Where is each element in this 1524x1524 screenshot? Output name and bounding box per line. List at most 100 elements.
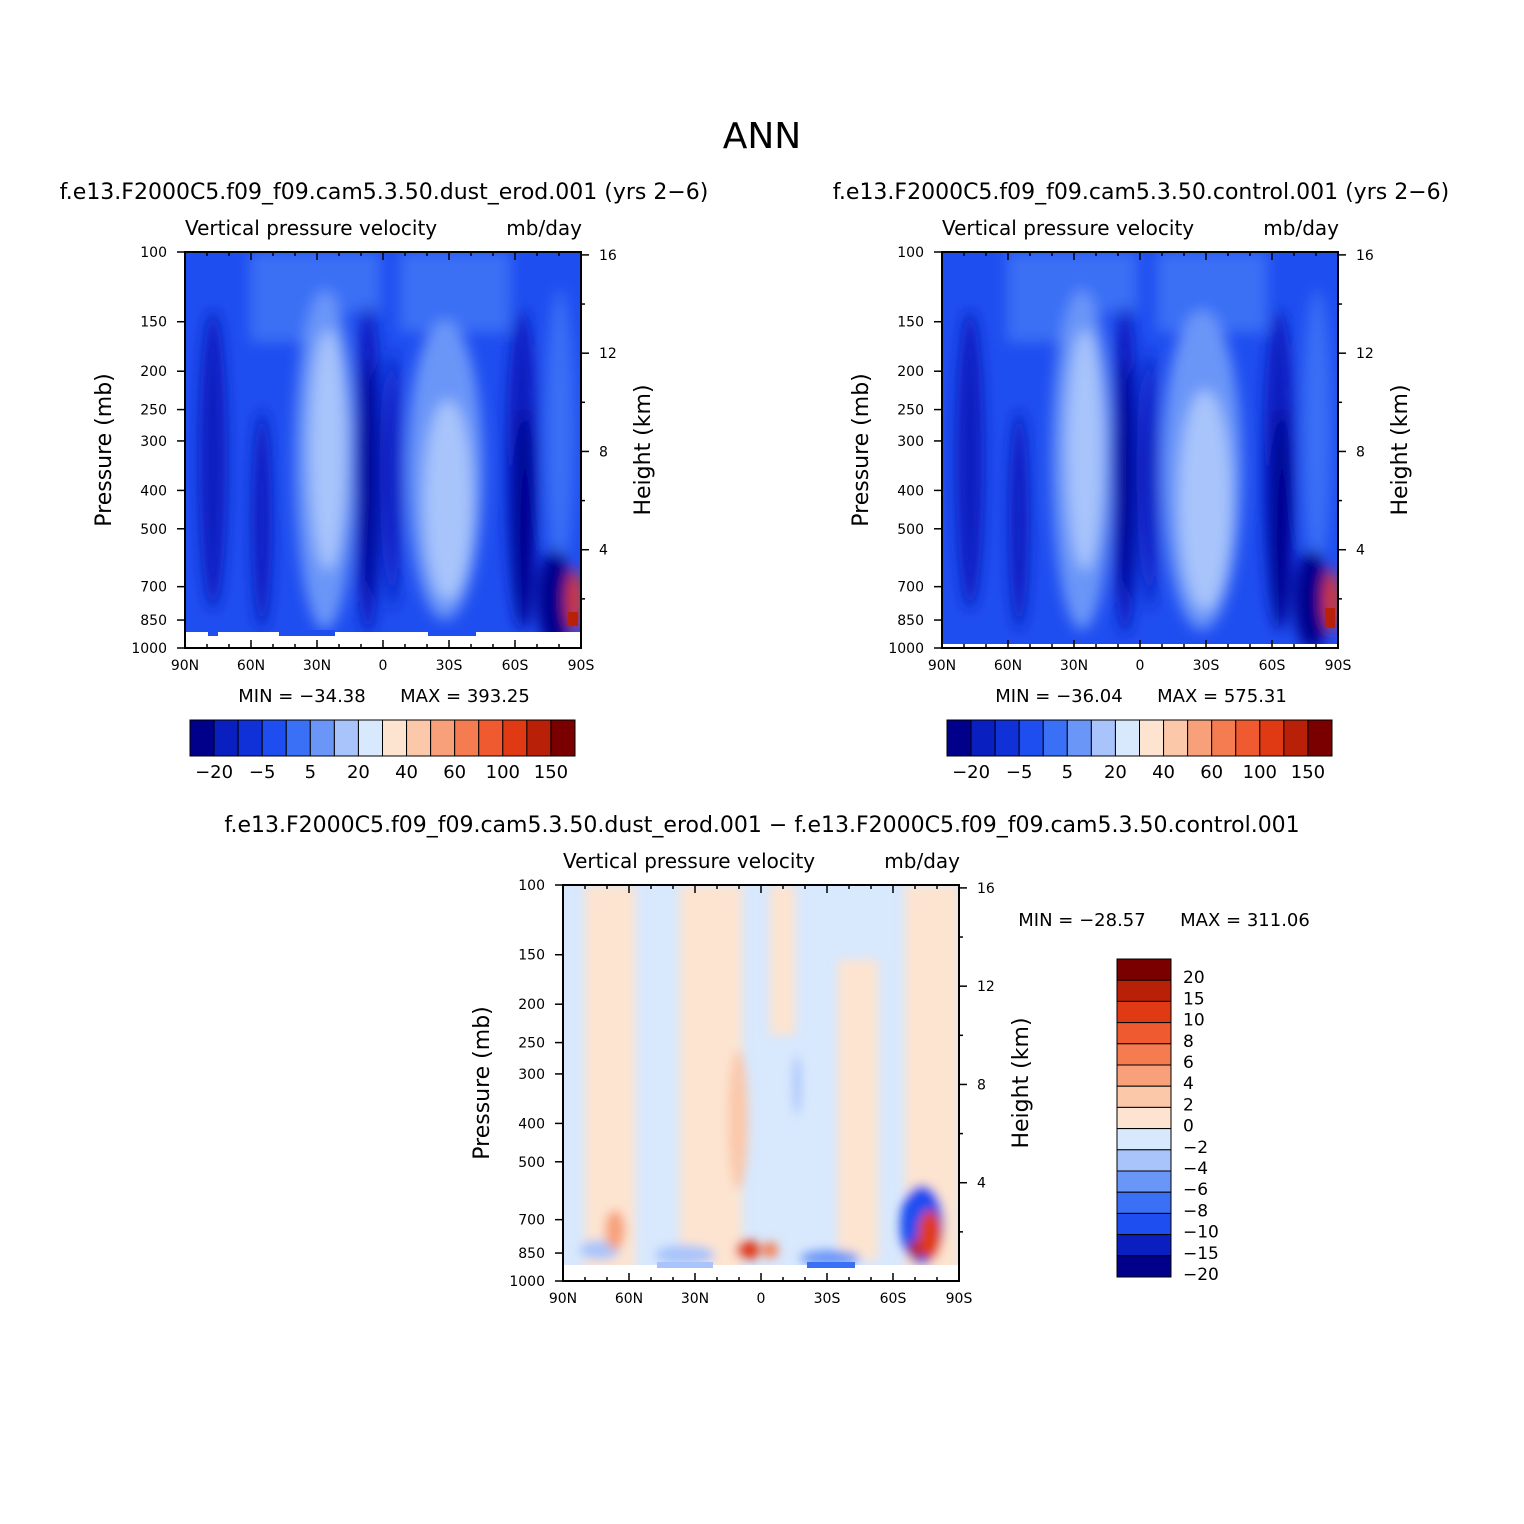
colorbar-label: 2	[1183, 1095, 1194, 1115]
panel-0-min-label: MIN = −34.38	[238, 686, 365, 707]
y-tick-label: 300	[140, 434, 167, 450]
colorbar-label: 6	[1183, 1053, 1194, 1073]
x-tick-label: 30S	[814, 1291, 841, 1307]
y-tick-label: 850	[140, 613, 167, 629]
colorbar-swatch	[1163, 719, 1189, 757]
colorbar-swatch	[382, 719, 408, 757]
x-tick-label: 60S	[880, 1291, 907, 1307]
colorbar-label: −20	[1183, 1265, 1219, 1285]
panel-0-ylabel: Pressure (mb)	[92, 373, 117, 527]
y-tick-label: 300	[897, 434, 924, 450]
y-tick-label: 500	[518, 1155, 545, 1171]
colorbar-label: 100	[486, 762, 520, 783]
colorbar-swatch	[189, 719, 215, 757]
colorbar-swatch	[1116, 1128, 1172, 1151]
colorbar-label: −15	[1183, 1244, 1219, 1264]
x-tick-label: 30N	[681, 1291, 709, 1307]
colorbar-swatch	[1139, 719, 1165, 757]
colorbar-swatch	[1116, 1191, 1172, 1214]
y-tick-label: 500	[140, 522, 167, 538]
colorbar-swatch	[502, 719, 528, 757]
panel-2-axes: 90N 60N 30N 0 30S 60S 90S 100 150 200 250 300 400 500…	[509, 878, 995, 1307]
y-tick-label: 250	[897, 403, 924, 419]
panel-2-run-label: f.e13.F2000C5.f09_f09.cam5.3.50.dust_ero…	[224, 813, 1299, 838]
colorbar-swatch	[1116, 1000, 1172, 1024]
colorbar-label: 60	[1200, 762, 1223, 783]
panel-1-run-label: f.e13.F2000C5.f09_f09.cam5.3.50.control.…	[833, 180, 1449, 205]
colorbar-label: 150	[534, 762, 568, 783]
colorbar-swatch	[1116, 1212, 1172, 1236]
colorbar-swatch	[526, 719, 552, 757]
colorbar-label: 10	[1183, 1011, 1205, 1031]
y2-tick-label: 12	[1356, 346, 1374, 362]
y-tick-label: 850	[897, 613, 924, 629]
x-tick-label: 60N	[994, 658, 1022, 674]
panel-2-min-label: MIN = −28.57	[1018, 910, 1145, 931]
colorbar-label: 40	[395, 762, 418, 783]
colorbar-swatch	[406, 719, 432, 757]
panel-2-field	[563, 885, 959, 1281]
colorbar-swatch	[261, 719, 287, 757]
colorbar-label: 100	[1243, 762, 1277, 783]
colorbar-swatch	[357, 719, 383, 757]
x-tick-label: 90S	[946, 1291, 973, 1307]
colorbar-label: 20	[1183, 968, 1205, 988]
x-tick-label: 90S	[568, 658, 595, 674]
y-tick-label: 150	[140, 315, 167, 331]
x-tick-label: 60N	[615, 1291, 643, 1307]
colorbar-swatch	[1116, 1043, 1172, 1066]
panel-1-ylabel: Pressure (mb)	[849, 373, 874, 527]
y-tick-label: 300	[518, 1067, 545, 1083]
colorbar-label: 40	[1152, 762, 1175, 783]
colorbar-label: −5	[249, 762, 276, 783]
panel-1-axes: 90N 60N 30N 0 30S 60S 90S 100 150 200 250 300 400 500…	[888, 245, 1374, 674]
colorbar-label: −20	[195, 762, 233, 783]
y2-tick-label: 8	[1356, 444, 1365, 460]
panel-0-axes: 90N 60N 30N 0 30S 60S 90S 100 150 200 250 300 400 500…	[131, 245, 617, 674]
colorbar-swatch	[1116, 1170, 1172, 1193]
colorbar-swatch	[1116, 1234, 1172, 1257]
y-tick-label: 150	[518, 948, 545, 964]
y-tick-label: 700	[140, 580, 167, 596]
colorbar-label: −10	[1183, 1223, 1219, 1243]
y-tick-label: 700	[897, 580, 924, 596]
y-tick-label: 1000	[888, 641, 924, 657]
y-tick-label: 850	[518, 1246, 545, 1262]
colorbar-swatch	[1116, 1106, 1172, 1130]
panel-0-y2label: Height (km)	[631, 384, 656, 515]
x-tick-label: 90S	[1325, 658, 1352, 674]
figure-title: ANN	[723, 116, 802, 157]
x-tick-label: 30S	[1193, 658, 1220, 674]
colorbar-swatch	[1307, 719, 1333, 757]
y2-tick-label: 12	[977, 979, 995, 995]
y-tick-label: 250	[518, 1036, 545, 1052]
panel-0-max-label: MAX = 393.25	[400, 686, 530, 707]
colorbar-label: 4	[1183, 1074, 1194, 1094]
colorbar-swatch	[946, 719, 972, 757]
colorbar-swatch	[1116, 1255, 1172, 1278]
panel-0-plot-title: Vertical pressure velocity	[185, 216, 437, 240]
colorbar-swatch	[285, 719, 311, 757]
y2-tick-label: 4	[1356, 543, 1365, 559]
y2-tick-label: 4	[977, 1176, 986, 1192]
y-tick-label: 150	[897, 315, 924, 331]
colorbar-swatch	[970, 719, 996, 757]
x-tick-label: 90N	[171, 658, 199, 674]
y2-tick-label: 16	[977, 881, 995, 897]
y-tick-label: 200	[518, 997, 545, 1013]
colorbar-swatch	[1211, 719, 1237, 757]
y2-tick-label: 4	[599, 543, 608, 559]
y-tick-label: 400	[518, 1116, 545, 1132]
y-tick-label: 200	[897, 364, 924, 380]
colorbar-label: 5	[305, 762, 316, 783]
colorbar-swatch	[1090, 719, 1116, 757]
x-tick-label: 0	[1136, 658, 1145, 674]
colorbar-swatch	[1259, 719, 1285, 757]
panel-0-colorbar: −20 −5 5 20 40 60 100 150	[189, 719, 576, 783]
x-tick-label: 60N	[237, 658, 265, 674]
colorbar-swatch	[478, 719, 504, 757]
x-tick-label: 30N	[1060, 658, 1088, 674]
x-tick-label: 90N	[928, 658, 956, 674]
panel-2-y2label: Height (km)	[1009, 1017, 1034, 1148]
colorbar-swatch	[1116, 1149, 1172, 1172]
